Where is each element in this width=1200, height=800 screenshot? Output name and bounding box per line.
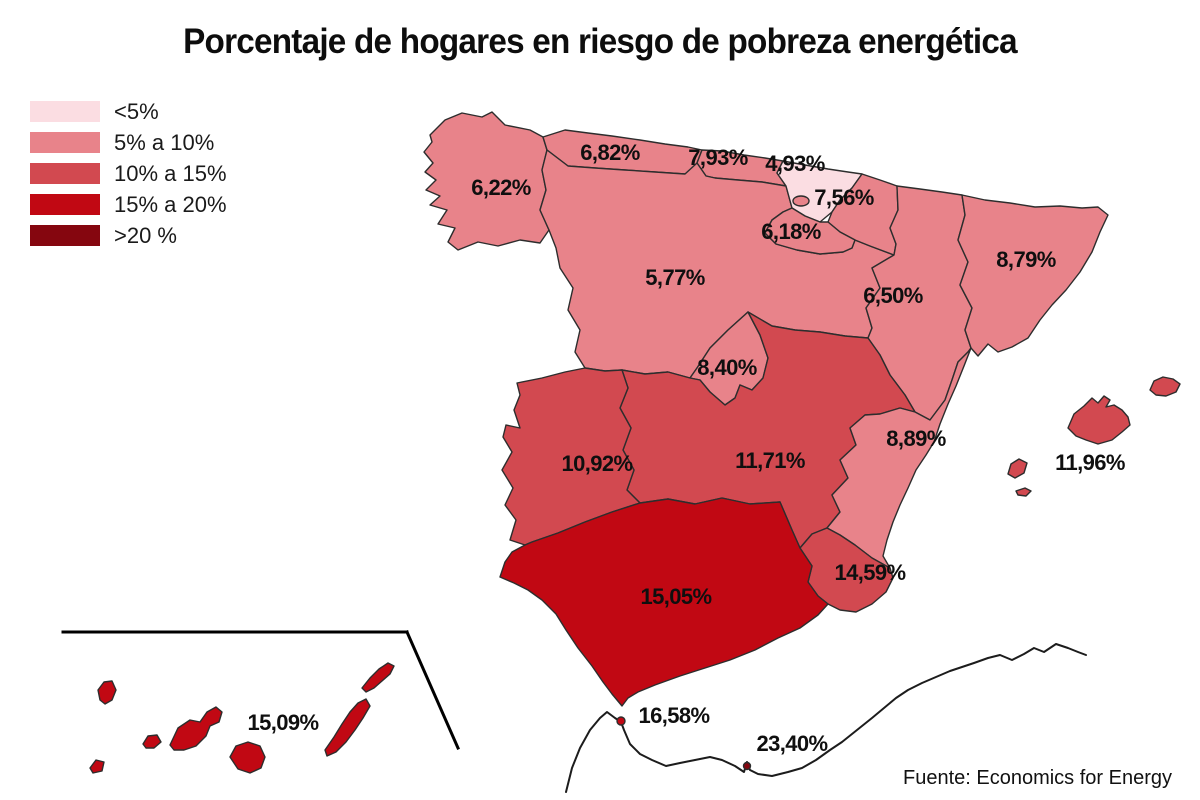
region-value-label-pais-vasco: 4,93% [765, 151, 824, 176]
legend-label-gt20: >20 % [114, 223, 177, 248]
legend-swatch-gt20 [30, 225, 100, 246]
island-mallorca [1067, 395, 1131, 445]
island-el-hierro [89, 759, 105, 774]
region-value-label-melilla: 23,40% [756, 731, 827, 756]
legend-swatch-5to10 [30, 132, 100, 153]
region-value-label-castilla-la-mancha: 11,71% [735, 448, 805, 473]
island-lanzarote [361, 662, 395, 693]
region-value-label-asturias: 6,82% [580, 140, 639, 165]
region-cataluna [957, 194, 1109, 357]
island-formentera [1015, 487, 1032, 497]
region-value-label-la-rioja: 6,18% [761, 219, 820, 244]
island-ibiza [1007, 458, 1028, 479]
island-fuerteventura [324, 698, 371, 757]
region-value-label-murcia: 14,59% [834, 560, 905, 585]
region-value-label-madrid: 8,40% [697, 355, 756, 380]
region-value-label-cantabria: 7,93% [688, 145, 747, 170]
region-value-label-extremadura: 10,92% [561, 451, 632, 476]
legend-swatch-10to15 [30, 163, 100, 184]
legend-item-5to10: 5% a 10% [30, 130, 227, 155]
island-gran-canaria [229, 741, 266, 774]
region-andalucia [499, 497, 829, 707]
island-menorca [1149, 376, 1181, 397]
page-title: Porcentaje de hogares en riesgo de pobre… [183, 22, 1018, 61]
region-melilla [742, 761, 752, 771]
canary-inset-diagonal-line [405, 630, 460, 750]
region-ceuta [616, 716, 626, 726]
island-tenerife [169, 706, 223, 751]
island-la-palma [97, 680, 117, 705]
legend-label-5to10: 5% a 10% [114, 130, 215, 155]
legend: <5% 5% a 10% 10% a 15% 15% a 20% >20 % [30, 99, 227, 248]
legend-swatch-15to20 [30, 194, 100, 215]
legend-item-15to20: 15% a 20% [30, 192, 227, 217]
region-value-label-canarias: 15,09% [247, 710, 318, 735]
africa-coast [565, 643, 1087, 793]
region-value-label-navarra: 7,56% [814, 185, 873, 210]
region-extremadura [501, 367, 641, 546]
balearic-islands [1007, 376, 1181, 497]
region-galicia [423, 111, 550, 251]
trevino-enclave [792, 195, 810, 207]
legend-item-gt20: >20 % [30, 223, 227, 248]
mainland-regions [423, 111, 1109, 707]
legend-label-10to15: 10% a 15% [114, 161, 227, 186]
region-value-label-aragon: 6,50% [863, 283, 922, 308]
region-la-rioja [764, 207, 856, 255]
region-value-label-baleares: 11,96% [1055, 450, 1125, 475]
legend-swatch-lt5 [30, 101, 100, 122]
region-value-label-cataluna: 8,79% [996, 247, 1055, 272]
canary-inset [61, 630, 460, 774]
region-value-labels: 6,22% 6,82% 7,93% 4,93% 7,56% 6,18% 5,77% 6,50%… [247, 140, 1125, 756]
island-la-gomera [142, 734, 162, 749]
region-value-label-valencia: 8,89% [886, 426, 945, 451]
legend-item-lt5: <5% [30, 99, 227, 124]
legend-label-lt5: <5% [114, 99, 159, 124]
region-value-label-castilla-y-leon: 5,77% [645, 265, 704, 290]
source-attribution: Fuente: Economics for Energy [902, 767, 1172, 789]
region-value-label-ceuta: 16,58% [638, 703, 709, 728]
africa-coastline [565, 643, 1087, 793]
region-value-label-andalucia: 15,05% [640, 584, 711, 609]
legend-item-10to15: 10% a 15% [30, 161, 227, 186]
region-value-label-galicia: 6,22% [471, 175, 530, 200]
legend-label-15to20: 15% a 20% [114, 192, 227, 217]
